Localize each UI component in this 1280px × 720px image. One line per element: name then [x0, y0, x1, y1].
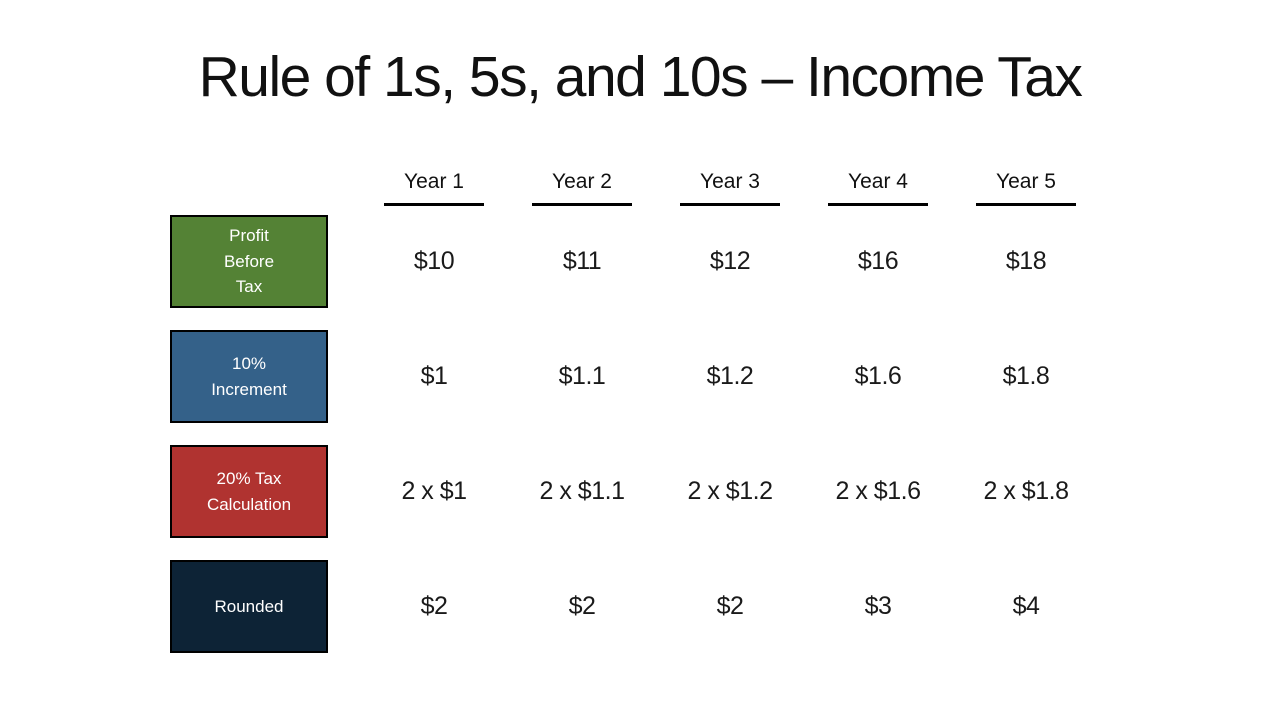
table-cell: $1.1: [558, 362, 606, 390]
table-cell: $18: [1005, 247, 1047, 275]
table-cell: $4: [1012, 592, 1040, 620]
table-cell: 2 x $1: [401, 477, 467, 505]
table-row-20-percent-tax-calculation: 2 x $1 2 x $1.1 2 x $1.2 2 x $1.6 2 x $1…: [360, 445, 1100, 538]
table-cell: $16: [857, 247, 899, 275]
table-cell: $1.2: [706, 362, 754, 390]
table-row-10-percent-increment: $1 $1.1 $1.2 $1.6 $1.8: [360, 330, 1100, 423]
table-cell: $12: [709, 247, 751, 275]
table-row-profit-before-tax: $10 $11 $12 $16 $18: [360, 215, 1100, 308]
column-header-year-4: Year 4: [804, 170, 952, 206]
column-header-year-5: Year 5: [952, 170, 1100, 206]
table-cell: 2 x $1.8: [983, 477, 1069, 505]
table-cell: 2 x $1.6: [835, 477, 921, 505]
table-cell: 2 x $1.1: [539, 477, 625, 505]
table-row-rounded: $2 $2 $2 $3 $4: [360, 560, 1100, 653]
row-label-profit-before-tax: Profit Before Tax: [170, 215, 328, 308]
header-underline: [680, 203, 780, 206]
header-underline: [384, 203, 484, 206]
table-cell: $1.8: [1002, 362, 1050, 390]
column-header-label: Year 1: [404, 170, 464, 193]
header-underline: [828, 203, 928, 206]
table-cell: $3: [864, 592, 892, 620]
row-label-rounded: Rounded: [170, 560, 328, 653]
column-header-label: Year 3: [700, 170, 760, 193]
slide-title: Rule of 1s, 5s, and 10s – Income Tax: [198, 45, 1083, 109]
table-cell: $1.6: [854, 362, 902, 390]
header-underline: [976, 203, 1076, 206]
column-header-label: Year 2: [552, 170, 612, 193]
table-cell: $2: [420, 592, 448, 620]
table-header-row: Year 1 Year 2 Year 3 Year 4 Year 5: [360, 170, 1100, 206]
table-cell: $1: [420, 362, 448, 390]
row-label-20-percent-tax-calculation: 20% Tax Calculation: [170, 445, 328, 538]
table-cell: 2 x $1.2: [687, 477, 773, 505]
table-cell: $2: [568, 592, 596, 620]
table-cell: $11: [562, 247, 602, 275]
column-header-label: Year 4: [848, 170, 908, 193]
table-cell: $2: [716, 592, 744, 620]
column-header-year-3: Year 3: [656, 170, 804, 206]
column-header-year-1: Year 1: [360, 170, 508, 206]
column-header-year-2: Year 2: [508, 170, 656, 206]
header-underline: [532, 203, 632, 206]
row-label-10-percent-increment: 10% Increment: [170, 330, 328, 423]
column-header-label: Year 5: [996, 170, 1056, 193]
table-cell: $10: [413, 247, 455, 275]
